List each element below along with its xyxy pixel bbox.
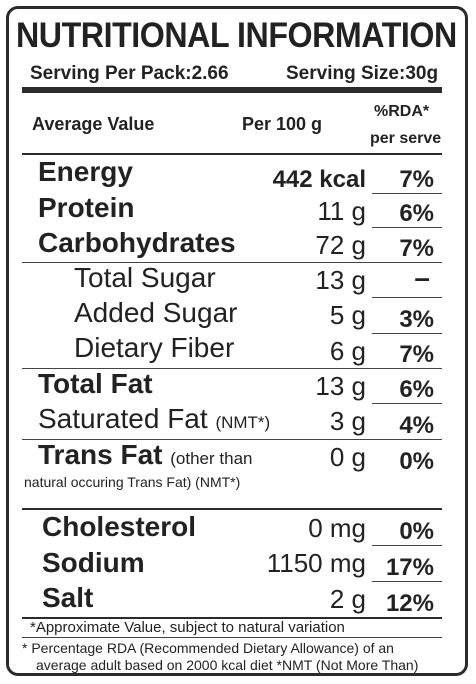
nutrient-rda-trans-fat: 0% [399, 448, 434, 475]
nutrient-rda-saturated-fat: 4% [399, 412, 434, 439]
nutrient-name-added-sugar: Added Sugar [74, 297, 238, 328]
row-divider [22, 368, 442, 369]
nutrient-rda-cholesterol: 0% [399, 518, 434, 545]
nutrient-rda-energy: 7% [399, 166, 434, 193]
column-average-value: Average Value [32, 114, 155, 134]
column-per-100g: Per 100 g [242, 114, 323, 134]
rda-separator [372, 333, 442, 334]
footnote-approximate: *Approximate Value, subject to natural v… [30, 619, 345, 636]
nutrient-value-added-sugar: 5 g [329, 300, 366, 330]
nutrient-rda-carbohydrates: 7% [399, 235, 434, 262]
footnote-rda-line1: * Percentage RDA (Recommended Dietary Al… [22, 640, 394, 656]
nutrient-name-cholesterol: Cholesterol [42, 511, 197, 542]
nutrient-name-carbohydrates: Carbohydrates [38, 227, 236, 258]
rda-separator [372, 403, 442, 404]
nutrient-value-total-fat: 13 g [315, 371, 366, 401]
label-title: NUTRITIONAL INFORMATION [16, 16, 457, 55]
saturated-fat-label: Saturated Fat [38, 403, 208, 434]
nutrient-rda-total-fat: 6% [399, 376, 434, 403]
nutrient-name-energy: Energy [38, 156, 133, 187]
nutrient-value-carbohydrates: 72 g [315, 230, 366, 260]
nutrient-name-total-fat: Total Fat [38, 368, 153, 399]
nutrient-value-dietary-fiber: 6 g [329, 336, 366, 366]
footer-divider [22, 617, 442, 619]
rda-separator [372, 193, 442, 194]
column-rda-line2: per serve [370, 130, 442, 147]
nutrient-name-protein: Protein [38, 192, 135, 223]
rda-separator [372, 227, 442, 228]
nutrient-value-total-sugar: 13 g [315, 265, 366, 295]
nutrient-value-protein: 11 g [317, 196, 366, 226]
nutrient-rda-added-sugar: 3% [399, 306, 434, 333]
trans-fat-label: Trans Fat [38, 439, 163, 470]
saturated-fat-note: (NMT*) [215, 413, 271, 432]
nutrition-panel [6, 6, 468, 676]
nutrient-rda-total-sugar: – [414, 262, 430, 293]
nutrient-value-sodium: 1150 mg [266, 548, 366, 578]
header-divider [22, 87, 442, 93]
nutrient-name-total-sugar: Total Sugar [74, 262, 216, 293]
row-divider [22, 262, 442, 263]
nutrient-name-sodium: Sodium [42, 547, 145, 578]
trans-fat-note-line2: natural occuring Trans Fat) (NMT*) [24, 474, 241, 490]
nutrient-rda-salt: 12% [385, 590, 434, 617]
nutrient-name-trans-fat: Trans Fat (other than [38, 441, 253, 469]
rda-separator [372, 297, 442, 298]
nutrient-rda-protein: 6% [399, 200, 434, 227]
nutrient-name-salt: Salt [42, 582, 94, 613]
column-header-divider [22, 153, 442, 155]
serving-size: Serving Size:30g [286, 63, 439, 84]
nutrient-name-saturated-fat: Saturated Fat (NMT*) [38, 405, 270, 433]
section-divider [22, 508, 442, 510]
nutrient-name-dietary-fiber: Dietary Fiber [74, 332, 235, 363]
rda-separator [372, 581, 442, 582]
trans-fat-note: (other than [170, 449, 253, 468]
nutrient-value-cholesterol: 0 mg [308, 513, 366, 543]
row-divider [22, 439, 442, 440]
footnote-rda-line2: average adult based on 2000 kcal diet *N… [36, 657, 419, 673]
rda-separator [372, 545, 442, 546]
nutrient-value-saturated-fat: 3 g [329, 406, 366, 436]
column-rda-line1: %RDA* [374, 103, 430, 120]
nutrient-value-trans-fat: 0 g [329, 442, 366, 472]
footnote-divider [22, 637, 442, 638]
nutrient-rda-dietary-fiber: 7% [399, 341, 434, 368]
nutrient-rda-sodium: 17% [385, 554, 434, 581]
nutrient-value-energy: 442 kcal [272, 166, 366, 193]
nutrient-value-salt: 2 g [329, 584, 366, 614]
serving-per-pack: Serving Per Pack:2.66 [30, 63, 229, 84]
